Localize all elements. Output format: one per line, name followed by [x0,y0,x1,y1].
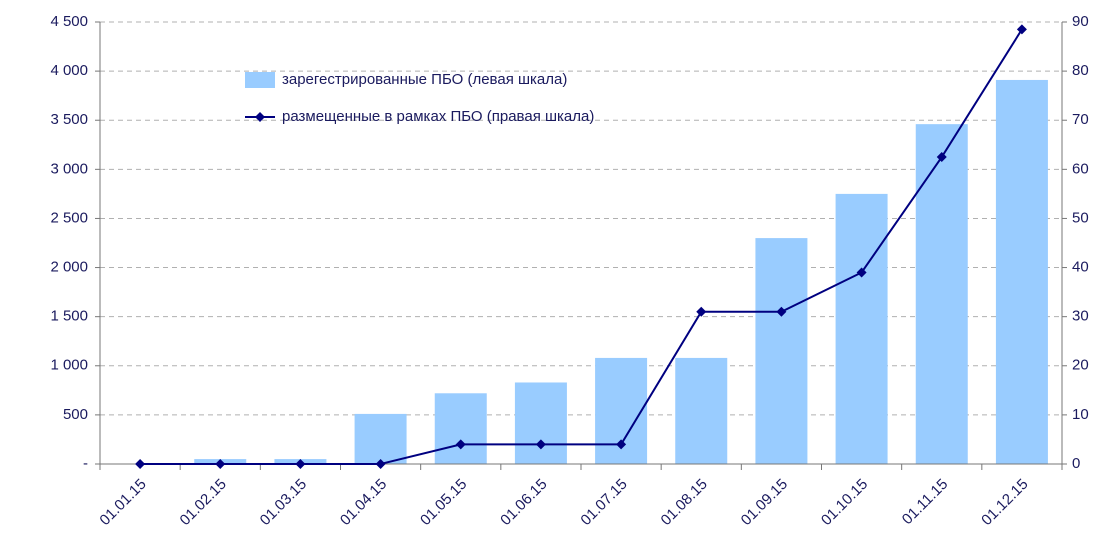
y-tick-label: 500 [63,406,88,423]
line-marker [215,459,226,469]
y2-tick-label: 90 [1072,13,1089,30]
x-tick-label: 01.04.15 [337,476,390,529]
y-tick-label: 2 000 [50,259,88,276]
y-tick-label: 2 500 [50,209,88,226]
x-tick-label: 01.06.15 [497,476,550,529]
y-tick-label: 3 000 [50,160,88,177]
x-tick-label: 01.07.15 [577,476,630,529]
y2-tick-label: 30 [1072,308,1089,325]
y-tick-label: 3 500 [50,111,88,128]
x-tick-label: 01.09.15 [738,476,791,529]
x-tick-label: 01.03.15 [257,476,310,529]
y2-tick-label: 40 [1072,259,1089,276]
bar [354,413,407,464]
line-marker [455,439,466,450]
y2-tick-label: 60 [1072,160,1089,177]
y-tick-label: 1 500 [50,308,88,325]
x-tick-label: 01.02.15 [177,476,230,529]
x-tick-label: 01.11.15 [899,476,952,529]
x-tick-label: 01.10.15 [818,476,871,529]
bar [434,393,487,464]
x-tick-label: 01.08.15 [658,476,711,529]
line-marker [776,306,787,317]
line-marker [135,459,146,469]
bar [514,382,567,464]
y2-tick-label: 80 [1072,62,1089,79]
line-marker [535,439,546,450]
x-tick-label: 01.05.15 [417,476,470,529]
y2-tick-label: 20 [1072,357,1089,374]
bar [755,238,808,464]
y2-tick-label: 0 [1072,455,1080,472]
line-marker [696,306,707,317]
y2-tick-label: 50 [1072,209,1089,226]
line-marker [375,459,386,469]
bar [835,193,888,464]
bar [995,79,1048,464]
line-marker [856,267,867,278]
bar [915,124,968,464]
y-tick-label: 4 000 [50,62,88,79]
line-marker [936,152,947,163]
line-marker [1016,24,1027,35]
legend-label: зарегестрированные ПБО (левая шкала) [282,71,567,88]
line-marker [616,439,627,450]
legend-marker [255,112,265,122]
x-tick-label: 01.12.15 [978,476,1031,529]
bar [675,357,728,464]
line [140,28,1023,465]
y2-tick-label: 10 [1072,406,1089,423]
legend-label: размещенные в рамках ПБО (правая шкала) [282,108,594,125]
y2-tick-label: 70 [1072,111,1089,128]
y-tick-label: 1 000 [50,357,88,374]
legend-swatch [245,72,275,88]
y-tick-label: - [83,455,88,472]
x-tick-label: 01.01.15 [96,476,149,529]
y-tick-label: 4 500 [50,13,88,30]
line-marker [295,459,306,469]
